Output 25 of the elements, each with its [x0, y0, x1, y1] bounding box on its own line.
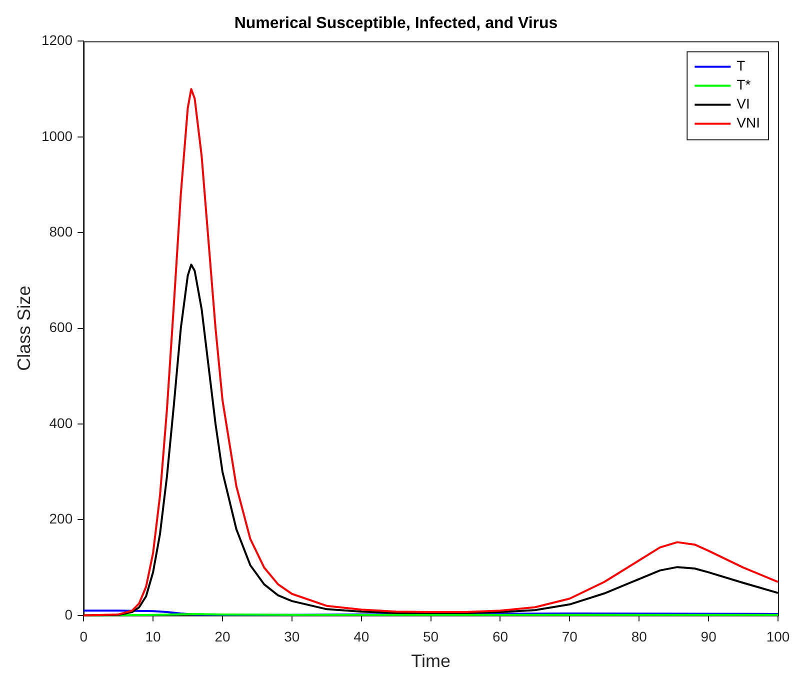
- x-tick-label: 90: [700, 628, 717, 644]
- x-tick-label: 80: [631, 628, 648, 644]
- x-tick-label: 100: [766, 628, 790, 644]
- legend-label: VNI: [736, 114, 760, 131]
- y-axis-title: Class Size: [14, 286, 34, 371]
- x-tick-label: 40: [354, 628, 370, 644]
- chart-title: Numerical Susceptible, Infected, and Virus: [234, 15, 558, 32]
- legend-label: T*: [736, 76, 752, 93]
- legend-label: T: [736, 58, 746, 74]
- x-tick-label: 20: [214, 628, 230, 644]
- y-tick-label: 600: [49, 319, 73, 336]
- y-tick-label: 1000: [41, 128, 73, 144]
- y-tick-label: 800: [49, 223, 73, 240]
- x-tick-label: 10: [145, 628, 162, 644]
- x-tick-label: 30: [284, 628, 300, 644]
- x-tick-label: 0: [80, 628, 88, 644]
- x-tick-label: 50: [423, 628, 439, 644]
- y-tick-label: 0: [64, 606, 73, 622]
- x-tick-label: 70: [562, 628, 578, 644]
- y-tick-label: 400: [49, 414, 73, 431]
- x-axis-title: Time: [411, 651, 450, 672]
- legend-label: VI: [736, 96, 750, 112]
- y-tick-label: 1200: [41, 32, 73, 48]
- y-tick-label: 200: [49, 510, 73, 527]
- x-tick-label: 60: [492, 628, 508, 644]
